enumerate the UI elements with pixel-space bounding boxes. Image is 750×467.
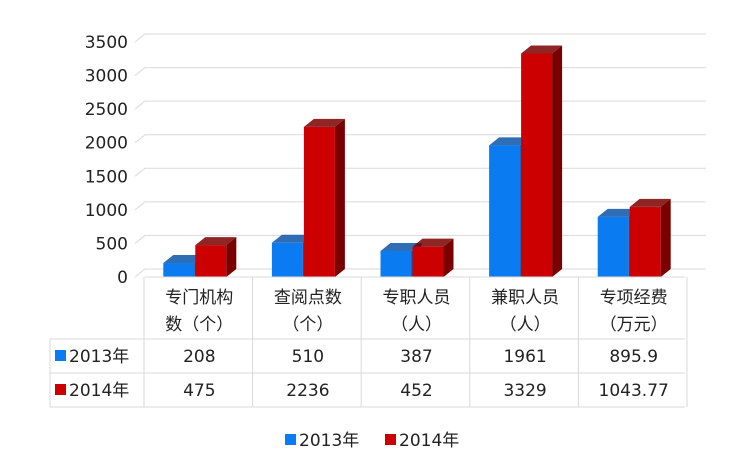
bar-front [195, 245, 227, 277]
bar-top [412, 238, 454, 247]
data-label: 3329 [503, 381, 546, 401]
series-key [55, 384, 66, 395]
legend-label: 2014年 [399, 431, 459, 451]
data-label: 208 [183, 347, 215, 367]
bar-top [271, 234, 313, 243]
gridline [134, 33, 706, 43]
y-tick-label: 2000 [85, 134, 128, 154]
bar-top [489, 137, 531, 146]
legend-swatch [285, 434, 296, 445]
data-label: 1961 [503, 347, 546, 367]
y-tick-label: 3000 [85, 67, 128, 87]
y-tick-label: 0 [117, 268, 128, 288]
bar-side [660, 198, 671, 277]
bar-side [443, 238, 454, 277]
category-label: （个） [282, 315, 333, 335]
bar-side [334, 118, 345, 278]
gridline [134, 167, 706, 177]
bar [303, 118, 345, 278]
gridline [134, 100, 706, 110]
data-label: 452 [400, 381, 432, 401]
series-key [55, 350, 66, 361]
gridline [134, 67, 706, 76]
bar-top [303, 118, 345, 127]
category-label: 专项经费 [600, 288, 668, 308]
category-label: （万元） [600, 315, 668, 335]
bar-front [597, 216, 629, 277]
bar-top [521, 45, 563, 54]
legend-swatch [385, 434, 396, 445]
bar [629, 198, 671, 277]
bar-top [195, 237, 237, 246]
gridlines [134, 33, 706, 278]
bar-top [163, 255, 205, 264]
category-label: 专职人员 [383, 288, 451, 308]
legend: 2013年 2014年 [285, 431, 459, 451]
data-label: 2236 [286, 381, 329, 401]
y-tick-label: 1500 [85, 167, 128, 187]
series-name: 2013年 [69, 347, 129, 367]
bar-side [552, 45, 563, 277]
y-tick-label: 2500 [85, 100, 128, 120]
legend-label: 2013年 [299, 431, 359, 451]
bar-front [271, 242, 303, 277]
bars [163, 45, 671, 278]
y-tick-label: 500 [96, 234, 128, 254]
bar-front [629, 206, 661, 277]
category-label: 查阅点数 [274, 288, 342, 308]
gridline [134, 134, 706, 144]
category-label: 数（个） [165, 315, 233, 335]
category-label: 专门机构 [165, 288, 233, 308]
bar-side [226, 237, 237, 277]
bar-front [380, 251, 412, 277]
bar [412, 238, 454, 277]
bar-top [380, 243, 422, 252]
data-label: 895.9 [609, 347, 658, 367]
bar-front [521, 53, 553, 277]
data-label: 510 [292, 347, 324, 367]
series-name: 2014年 [69, 381, 129, 401]
y-axis: 0 500 1000 1500 2000 2500 3000 3500 [85, 33, 128, 288]
bar-front [303, 126, 335, 278]
bar [521, 45, 563, 277]
y-tick-label: 3500 [85, 33, 128, 53]
y-tick-label: 1000 [85, 201, 128, 221]
bar-front [412, 246, 444, 277]
bar-top [597, 208, 639, 217]
bar [195, 237, 237, 277]
data-label: 387 [400, 347, 432, 367]
bar-front [163, 263, 195, 277]
bar-front [489, 145, 521, 277]
data-label: 1043.77 [599, 381, 669, 401]
category-label: （人） [391, 315, 442, 335]
data-label: 475 [183, 381, 215, 401]
category-label: 兼职人员 [491, 288, 559, 308]
category-label: （人） [500, 315, 551, 335]
gridline [134, 201, 706, 211]
bar-top [629, 198, 671, 207]
